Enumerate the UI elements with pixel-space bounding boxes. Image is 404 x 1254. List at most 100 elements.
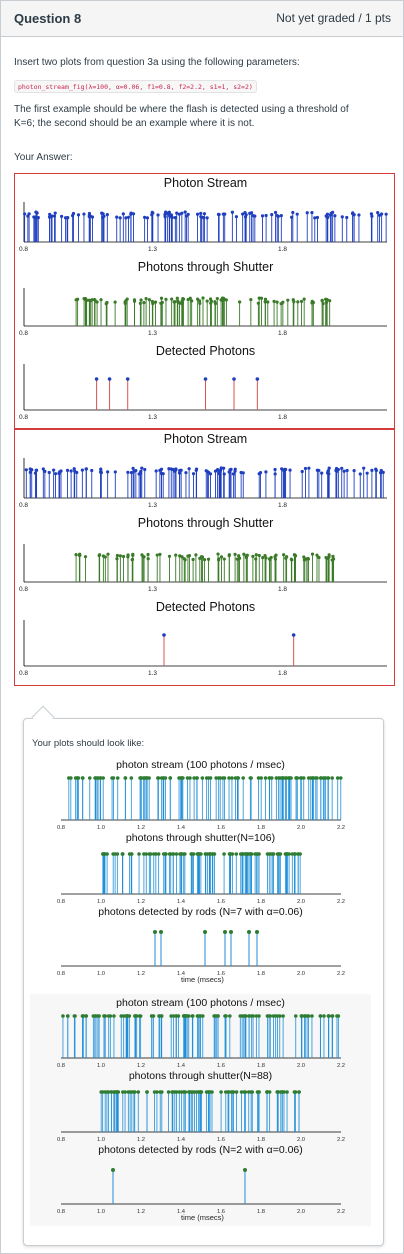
detected-marker xyxy=(292,633,296,637)
photon-marker xyxy=(249,298,252,301)
photon-marker xyxy=(362,467,365,470)
photon-marker xyxy=(196,213,199,216)
x-tick-label: 1.2 xyxy=(137,825,145,831)
photon-marker xyxy=(184,471,187,474)
photon-marker xyxy=(175,1014,179,1018)
x-tick-label: 1.0 xyxy=(97,1063,105,1069)
photon-marker xyxy=(276,1090,280,1094)
x-tick-label: 2.0 xyxy=(297,1137,305,1143)
photon-marker xyxy=(180,555,183,558)
plot-title: Photons through Shutter xyxy=(15,260,396,274)
photon-marker xyxy=(182,1090,186,1094)
photon-marker xyxy=(331,211,334,214)
photon-marker xyxy=(158,553,161,556)
photon-marker xyxy=(78,553,81,556)
photon-marker xyxy=(210,1090,214,1094)
photon-marker xyxy=(245,852,249,856)
photon-marker xyxy=(136,1090,140,1094)
photon-marker xyxy=(226,1090,230,1094)
photon-marker xyxy=(290,216,293,219)
photon-marker xyxy=(238,1014,242,1018)
x-tick-label: 2.0 xyxy=(297,899,305,905)
photon-marker xyxy=(156,213,159,216)
photon-marker xyxy=(167,467,170,470)
x-axis-label: time (msecs) xyxy=(181,975,224,984)
photon-marker xyxy=(176,297,179,300)
photon-marker xyxy=(260,297,263,300)
tick-label: 0.8 xyxy=(19,502,28,509)
reference-label: Your plots should look like: xyxy=(32,738,144,749)
photon-marker xyxy=(188,776,192,780)
x-tick-label: 1.4 xyxy=(177,899,186,905)
photon-marker xyxy=(345,216,348,219)
photon-marker xyxy=(119,216,122,219)
photon-marker xyxy=(321,299,324,302)
photon-marker xyxy=(206,300,209,303)
reference-example-2: photon stream (100 photons / msec) photo… xyxy=(30,994,371,1226)
photon-marker xyxy=(253,852,257,856)
your-answer-label: Your Answer: xyxy=(14,152,73,163)
photon-marker xyxy=(337,1014,341,1018)
photon-marker xyxy=(233,470,236,473)
photon-marker xyxy=(122,212,125,215)
photon-marker xyxy=(294,1090,298,1094)
photon-marker xyxy=(140,466,143,469)
photon-marker xyxy=(257,776,261,780)
photon-marker xyxy=(274,553,277,556)
detected-marker xyxy=(256,377,260,381)
x-tick-label: 1.8 xyxy=(257,1209,265,1215)
photon-marker xyxy=(164,211,167,214)
photon-marker xyxy=(169,1014,173,1018)
photon-marker xyxy=(84,555,87,558)
photon-marker xyxy=(265,214,268,217)
photon-marker xyxy=(198,1014,202,1018)
photon-marker xyxy=(201,776,205,780)
photon-marker xyxy=(244,1014,248,1018)
photon-marker xyxy=(359,472,362,475)
x-tick-label: 2.2 xyxy=(337,899,345,905)
photon-marker xyxy=(70,469,73,472)
photon-marker xyxy=(249,776,253,780)
photon-marker xyxy=(244,1090,248,1094)
photon-marker xyxy=(66,469,69,472)
photon-marker xyxy=(213,852,217,856)
photon-marker xyxy=(333,214,336,217)
photon-marker xyxy=(23,212,26,215)
photon-marker xyxy=(105,1090,109,1094)
detected-marker xyxy=(204,377,208,381)
photon-marker xyxy=(223,472,226,475)
photon-marker xyxy=(143,216,146,219)
photon-marker xyxy=(145,297,148,300)
photon-marker xyxy=(296,776,300,780)
photon-marker xyxy=(281,301,284,304)
photon-marker xyxy=(77,213,80,216)
photon-marker xyxy=(327,1014,331,1018)
photon-marker xyxy=(307,1014,311,1018)
photon-marker xyxy=(209,852,213,856)
photon-marker xyxy=(127,1090,131,1094)
photon-marker xyxy=(326,470,329,473)
photon-marker xyxy=(243,211,246,214)
photon-marker xyxy=(173,1090,177,1094)
photon-marker xyxy=(196,852,200,856)
photon-marker xyxy=(200,1090,204,1094)
photon-marker xyxy=(238,557,241,560)
photon-marker xyxy=(162,472,165,475)
photon-marker xyxy=(101,1090,105,1094)
photon-marker xyxy=(217,776,221,780)
tick-label: 1.3 xyxy=(148,502,157,509)
photon-marker xyxy=(134,469,137,472)
photon-marker xyxy=(143,468,146,471)
photon-marker xyxy=(336,776,340,780)
photon-marker xyxy=(255,553,258,556)
detected-marker xyxy=(126,377,130,381)
photon-marker xyxy=(282,469,285,472)
photon-marker xyxy=(130,776,134,780)
photon-marker xyxy=(235,1090,239,1094)
photon-marker xyxy=(202,216,205,219)
photon-stream-plot xyxy=(15,430,396,687)
photon-marker xyxy=(214,1014,218,1018)
photon-marker xyxy=(223,298,226,301)
photon-marker xyxy=(322,776,326,780)
photon-marker xyxy=(285,1090,289,1094)
